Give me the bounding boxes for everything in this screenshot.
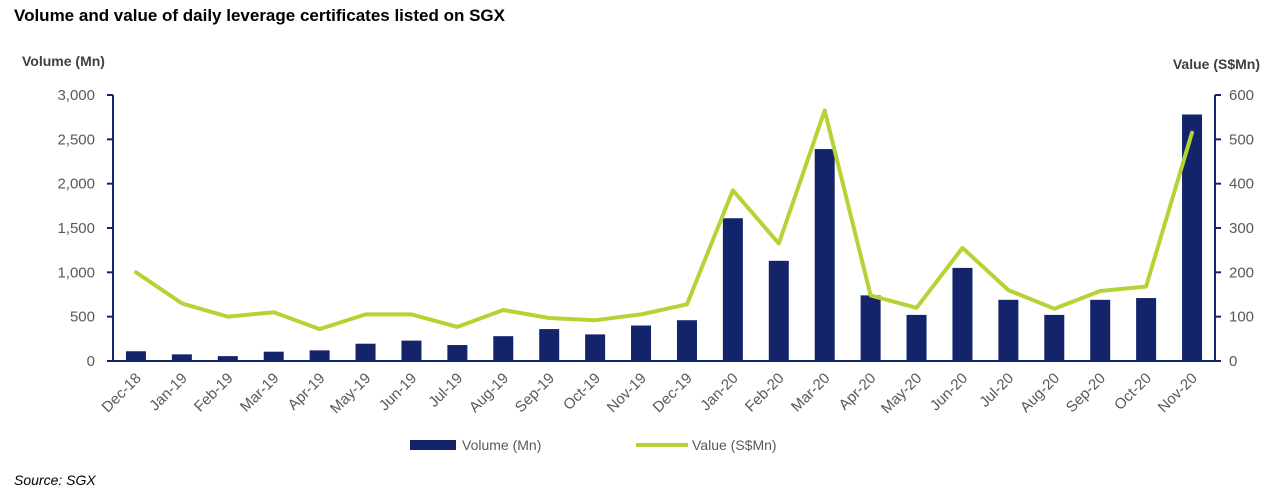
x-tick-label: Jul-19 [425, 370, 466, 411]
x-tick-label: Jan-20 [697, 370, 741, 414]
x-tick-label: Jun-19 [376, 370, 420, 414]
right-tick-label: 200 [1229, 264, 1254, 281]
volume-bar [1044, 314, 1065, 361]
volume-bar [814, 149, 835, 361]
x-tick-label: Dec-19 [650, 370, 696, 416]
left-tick-label: 3,000 [57, 87, 95, 104]
right-tick-label: 500 [1229, 131, 1254, 148]
x-tick-label: Mar-19 [237, 370, 283, 416]
right-tick-label: 100 [1229, 309, 1254, 326]
x-tick-label: Oct-19 [560, 370, 604, 414]
x-tick-label: Feb-19 [191, 370, 237, 416]
x-tick-label: Aug-19 [466, 370, 512, 416]
volume-bar [217, 356, 238, 361]
volume-bar [539, 329, 560, 361]
volume-bar [401, 340, 422, 361]
legend-volume-label: Volume (Mn) [462, 437, 541, 453]
legend: Volume (Mn) Value (S$Mn) [410, 437, 777, 453]
x-tick-label: Mar-20 [788, 370, 834, 416]
left-tick-label: 2,000 [57, 176, 95, 193]
volume-bar [309, 350, 330, 361]
x-tick-label: Feb-20 [742, 370, 788, 416]
volume-bar [355, 343, 376, 361]
volume-bar [631, 325, 652, 361]
x-tick-label: Jul-20 [976, 370, 1017, 411]
volume-bar [952, 267, 973, 361]
volume-bar [768, 260, 789, 361]
legend-volume-swatch [410, 440, 456, 450]
volume-bar [1136, 298, 1157, 361]
x-tick-label: Dec-18 [99, 370, 145, 416]
source-note: Source: SGX [14, 472, 96, 488]
bar-series [125, 114, 1203, 361]
volume-bar [906, 314, 927, 361]
right-axis-title: Value (S$Mn) [1173, 56, 1260, 72]
legend-value-label: Value (S$Mn) [692, 437, 777, 453]
volume-bar [585, 334, 606, 361]
volume-bar [447, 345, 468, 361]
left-tick-label: 1,500 [57, 220, 95, 237]
left-tick-label: 500 [70, 309, 95, 326]
left-tick-label: 1,000 [57, 264, 95, 281]
x-tick-label: Nov-20 [1155, 370, 1201, 416]
volume-bar [1090, 299, 1111, 361]
axes: 0 500 1,000 1,500 2,000 2,500 3,000 0 100 200 300 4… [57, 87, 1254, 417]
x-tick-label: Jan-19 [146, 370, 190, 414]
x-tick-label: Sep-19 [512, 370, 558, 416]
right-tick-label: 400 [1229, 176, 1254, 193]
right-tick-label: 300 [1229, 220, 1254, 237]
x-tick-label: May-19 [327, 370, 374, 417]
volume-bar [722, 218, 743, 361]
value-line [134, 108, 1194, 332]
x-tick-label: Aug-20 [1017, 370, 1063, 416]
right-tick-label: 0 [1229, 353, 1237, 370]
x-tick-label: Apr-19 [285, 370, 329, 414]
x-tick-label: May-20 [878, 370, 925, 417]
x-tick-label: Apr-20 [836, 370, 880, 414]
x-tick-label: Jun-20 [927, 370, 971, 414]
right-tick-label: 600 [1229, 87, 1254, 104]
line-series [134, 108, 1194, 332]
left-tick-label: 2,500 [57, 131, 95, 148]
volume-bar [998, 299, 1019, 361]
volume-bar [676, 320, 697, 361]
volume-bar [493, 336, 514, 361]
chart-title: Volume and value of daily leverage certi… [14, 6, 505, 25]
left-tick-label: 0 [87, 353, 95, 370]
volume-bar [1182, 114, 1203, 361]
volume-bar [125, 351, 146, 361]
x-tick-label: Nov-19 [604, 370, 650, 416]
volume-bar [263, 351, 284, 361]
x-tick-label: Sep-20 [1063, 370, 1109, 416]
volume-bar [171, 354, 192, 361]
x-tick-label: Oct-20 [1111, 370, 1155, 414]
left-axis-title: Volume (Mn) [22, 53, 105, 69]
volume-bar [860, 295, 881, 361]
